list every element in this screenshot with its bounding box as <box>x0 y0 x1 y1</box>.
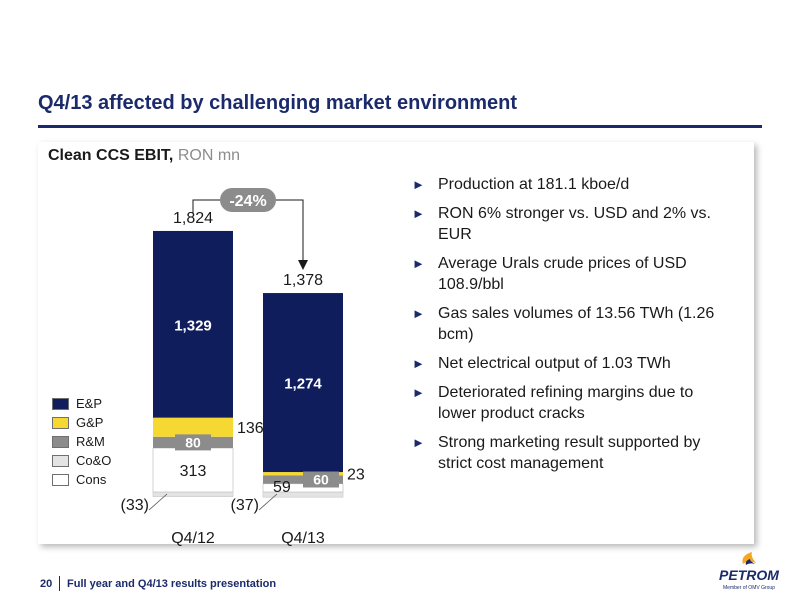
chart-heading-unit: RON mn <box>177 147 241 164</box>
bar-label-rm-0: 80 <box>185 434 201 450</box>
legend-label-coo: Co&O <box>76 453 112 468</box>
bullet-production: Production at 181.1 kboe/d <box>412 174 732 195</box>
chart-heading: Clean CCS EBIT, RON mn <box>48 147 240 165</box>
key-points-list: Production at 181.1 kboe/d RON 6% strong… <box>412 174 732 482</box>
x-tick-label-0: Q4/12 <box>171 530 215 547</box>
bar-segment-ep-1 <box>263 293 343 473</box>
bullet-ron-fx: RON 6% stronger vs. USD and 2% vs. EUR <box>412 203 732 245</box>
logo-tagline: Member of OMV Group <box>723 585 775 591</box>
chart-legend: E&P G&P R&M Co&O Cons <box>52 394 111 489</box>
bar-leader-coo-0 <box>148 493 168 511</box>
change-bubble <box>220 188 276 212</box>
title-rule <box>38 125 762 128</box>
legend-label-rm: R&M <box>76 434 105 449</box>
legend-item-coo: Co&O <box>52 451 111 470</box>
bar-total-label-0: 1,824 <box>173 210 213 227</box>
legend-item-rm: R&M <box>52 432 111 451</box>
change-label: -24% <box>229 193 266 210</box>
bar-segment-ep-0 <box>153 230 233 418</box>
change-arrow-head <box>298 260 308 270</box>
bar-label-coo-0: (33) <box>121 497 149 514</box>
bar-label-rm-1: 60 <box>313 471 329 487</box>
legend-label-gp: G&P <box>76 415 104 430</box>
bar-label-ep-1: 1,274 <box>284 376 322 393</box>
bar-label-cons-1: 59 <box>273 479 291 496</box>
petrom-logo: PETROM Member of OMV Group <box>719 552 779 591</box>
x-tick-label-1: Q4/13 <box>281 530 325 547</box>
flame-inner-icon <box>745 559 755 565</box>
legend-item-cons: Cons <box>52 470 111 489</box>
bullet-refining-margins: Deteriorated refining margins due to low… <box>412 382 732 424</box>
footer-text: Full year and Q4/13 results presentation <box>67 578 277 590</box>
flame-icon <box>742 552 756 564</box>
legend-swatch-gp <box>52 416 69 429</box>
legend-item-gp: G&P <box>52 413 111 432</box>
footer-separator <box>59 576 60 591</box>
legend-swatch-rm <box>52 435 69 448</box>
logo-wordmark: PETROM <box>719 567 779 583</box>
bar-label-ep-0: 1,329 <box>174 317 212 334</box>
legend-swatch-coo <box>52 454 69 467</box>
bar-segment-gp-0 <box>153 417 233 437</box>
bar-label-gp-1: 23 <box>347 467 365 484</box>
bullet-electrical-output: Net electrical output of 1.03 TWh <box>412 353 732 374</box>
page-number: 20 <box>40 578 53 590</box>
legend-swatch-ep <box>52 397 69 410</box>
bar-label-chip-rm-1 <box>303 471 339 488</box>
bullet-urals-price: Average Urals crude prices of USD 108.9/… <box>412 253 732 295</box>
bar-total-label-1: 1,378 <box>283 272 323 289</box>
legend-label-ep: E&P <box>76 396 103 411</box>
bar-label-cons-0: 313 <box>180 463 207 480</box>
bar-label-chip-rm-0 <box>175 434 211 451</box>
bullet-gas-sales: Gas sales volumes of 13.56 TWh (1.26 bcm… <box>412 303 732 345</box>
slide-title: Q4/13 affected by challenging market env… <box>38 92 518 114</box>
bullet-marketing-result: Strong marketing result supported by str… <box>412 432 732 474</box>
bar-label-gp-0: 136 <box>237 420 264 437</box>
legend-swatch-cons <box>52 473 69 486</box>
legend-label-cons: Cons <box>76 472 107 487</box>
bar-leader-coo-1 <box>258 493 278 511</box>
bar-label-coo-1: (37) <box>231 497 259 514</box>
legend-item-ep: E&P <box>52 394 111 413</box>
chart-heading-metric: Clean CCS EBIT, <box>48 147 174 164</box>
